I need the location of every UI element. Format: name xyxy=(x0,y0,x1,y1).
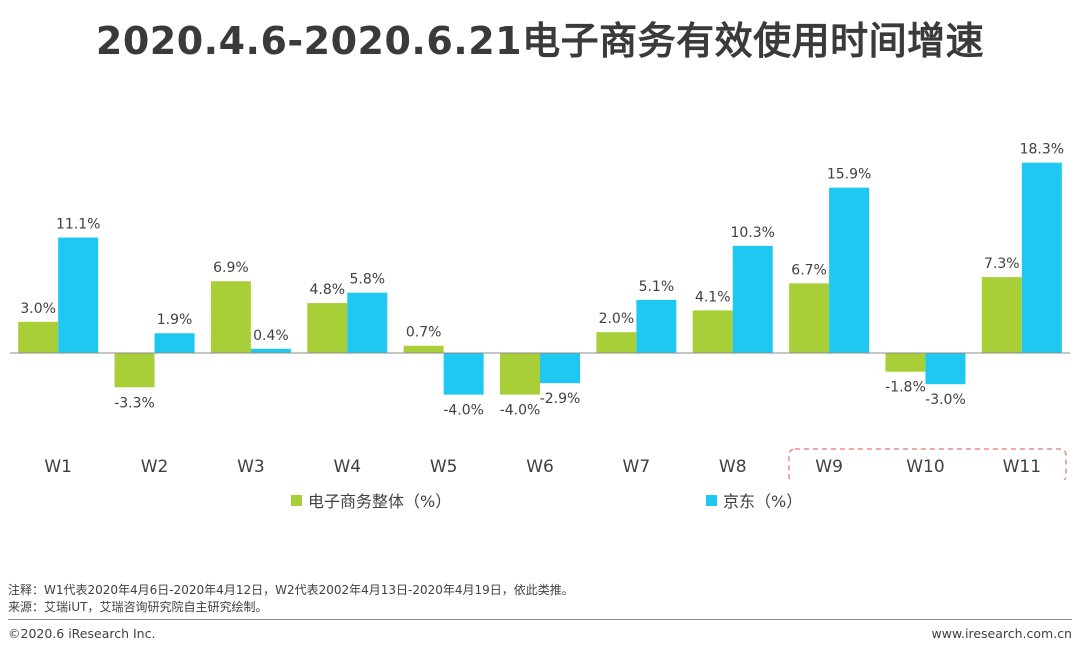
bar-jd-w3 xyxy=(250,348,291,353)
data-label-jd-w9: 15.9% xyxy=(827,167,871,183)
data-label-ecommerce-w10: -1.8% xyxy=(885,380,926,396)
category-label-w5: W5 xyxy=(430,457,458,477)
bar-ecommerce-w11 xyxy=(981,277,1022,353)
category-label-w4: W4 xyxy=(333,457,361,477)
bar-ecommerce-w5 xyxy=(403,345,444,353)
bar-jd-w1 xyxy=(58,237,99,353)
bar-jd-w5 xyxy=(443,353,484,395)
data-label-ecommerce-w3: 6.9% xyxy=(213,260,249,276)
data-label-jd-w1: 11.1% xyxy=(56,217,100,233)
bar-jd-w7 xyxy=(636,299,677,353)
data-label-ecommerce-w4: 4.8% xyxy=(309,282,345,298)
data-label-jd-w2: 1.9% xyxy=(157,312,193,328)
chart-title: 2020.4.6-2020.6.21电子商务有效使用时间增速 xyxy=(95,19,985,63)
bar-jd-w6 xyxy=(540,353,580,384)
legend-label-ecommerce: 电子商务整体（%） xyxy=(308,492,452,511)
data-label-jd-w6: -2.9% xyxy=(540,391,581,407)
bar-ecommerce-w1 xyxy=(18,321,59,353)
legend-swatch-ecommerce xyxy=(291,494,302,506)
bar-ecommerce-w8 xyxy=(692,310,733,353)
bar-jd-w4 xyxy=(347,292,388,353)
footer-divider xyxy=(8,619,1072,620)
data-label-ecommerce-w8: 4.1% xyxy=(695,289,731,305)
category-label-w7: W7 xyxy=(623,457,651,477)
bar-jd-w9 xyxy=(829,187,870,353)
data-label-ecommerce-w9: 6.7% xyxy=(791,262,827,278)
bar-ecommerce-w4 xyxy=(307,303,348,353)
data-label-ecommerce-w2: -3.3% xyxy=(114,395,155,411)
category-label-w3: W3 xyxy=(237,457,265,477)
data-label-ecommerce-w7: 2.0% xyxy=(599,311,635,327)
legend-item-ecommerce: 电子商务整体（%） xyxy=(291,488,451,512)
data-label-jd-w11: 18.3% xyxy=(1020,142,1064,158)
bar-jd-w11 xyxy=(1021,162,1062,353)
legend-item-jd: 京东（%） xyxy=(706,488,802,512)
bar-chart: 3.0% 11.1% W1 -3.3% 1.9% W2 6.9% 0.4% W3 4.8%5.8%… xyxy=(10,142,1070,480)
category-label-w1: W1 xyxy=(44,457,72,477)
data-label-ecommerce-w11: 7.3% xyxy=(984,256,1020,272)
category-label-w11: W11 xyxy=(1003,457,1041,477)
footer-website: www.iresearch.com.cn xyxy=(931,626,1073,641)
highlight-box xyxy=(788,448,1067,480)
bar-jd-w8 xyxy=(732,245,773,353)
bar-ecommerce-w6 xyxy=(500,353,540,395)
category-label-w8: W8 xyxy=(719,457,747,477)
bar-ecommerce-w2 xyxy=(114,353,155,388)
data-label-jd-w10: -3.0% xyxy=(925,392,966,408)
data-label-jd-w5: -4.0% xyxy=(443,403,484,419)
data-label-jd-w3: 0.4% xyxy=(253,328,289,344)
chart-note: 注释：W1代表2020年4月6日-2020年4月12日，W2代表2002年4月1… xyxy=(8,583,574,597)
category-label-w10: W10 xyxy=(906,457,944,477)
bar-ecommerce-w3 xyxy=(210,281,251,353)
bar-ecommerce-w10 xyxy=(885,353,926,372)
bar-jd-w10 xyxy=(925,353,966,385)
data-label-ecommerce-w5: 0.7% xyxy=(406,325,442,341)
category-label-w9: W9 xyxy=(815,457,843,477)
category-label-w2: W2 xyxy=(141,457,169,477)
chart-source: 来源：艾瑞iUT，艾瑞咨询研究院自主研究绘制。 xyxy=(8,600,268,614)
category-label-w6: W6 xyxy=(526,457,554,477)
footer-copyright: ©2020.6 iResearch Inc. xyxy=(8,626,156,641)
data-label-jd-w4: 5.8% xyxy=(349,272,385,288)
bar-jd-w2 xyxy=(154,333,195,353)
data-label-ecommerce-w6: -4.0% xyxy=(500,403,541,419)
data-label-ecommerce-w1: 3.0% xyxy=(20,301,56,317)
legend-label-jd: 京东（%） xyxy=(723,492,803,511)
legend-swatch-jd xyxy=(706,494,717,506)
data-label-jd-w8: 10.3% xyxy=(730,225,774,241)
data-label-jd-w7: 5.1% xyxy=(639,279,675,295)
bar-ecommerce-w7 xyxy=(596,332,637,353)
bar-ecommerce-w9 xyxy=(789,283,830,353)
